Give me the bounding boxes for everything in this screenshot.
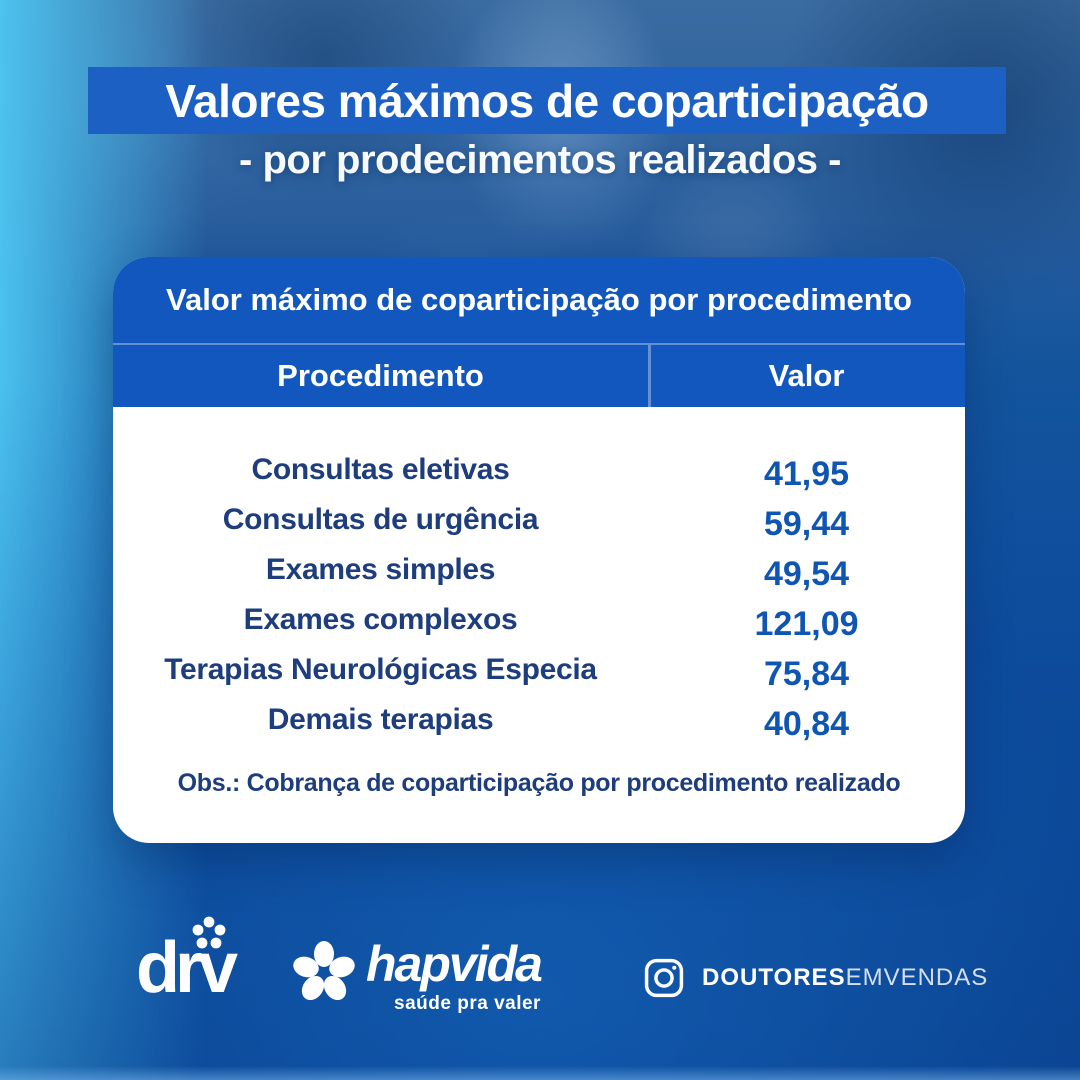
footer: drv hapvida saúde pra valer DOUTORESEMVE… bbox=[0, 900, 1080, 1080]
table-row: Terapias Neurológicas Especia 75,84 bbox=[113, 645, 965, 695]
note-text: Obs.: Cobrança de coparticipação por pro… bbox=[177, 769, 901, 797]
card-title: Valor máximo de coparticipação por proce… bbox=[113, 257, 965, 345]
page-subtitle: - por prodecimentos realizados - bbox=[239, 138, 841, 182]
copay-table-card: Valor máximo de coparticipação por proce… bbox=[113, 257, 965, 843]
instagram-handle-text: DOUTORESEMVENDAS bbox=[702, 964, 988, 992]
hapvida-flower-icon bbox=[293, 941, 355, 1001]
column-header-valor: Valor bbox=[768, 358, 845, 393]
procedure-name: Exames simples bbox=[265, 553, 496, 586]
instagram-icon bbox=[644, 958, 684, 998]
procedure-value: 40,84 bbox=[763, 704, 850, 743]
procedure-name: Consultas de urgência bbox=[222, 503, 539, 536]
procedure-value: 41,95 bbox=[763, 454, 850, 493]
page-title: Valores máximos de coparticipação bbox=[165, 74, 929, 127]
procedure-value: 59,44 bbox=[763, 504, 850, 543]
procedure-name: Terapias Neurológicas Especia bbox=[164, 653, 597, 686]
table-row: Exames complexos 121,09 bbox=[113, 595, 965, 645]
table-row: Demais terapias 40,84 bbox=[113, 695, 965, 745]
title-banner: Valores máximos de coparticipação bbox=[88, 67, 1006, 134]
instagram-handle: DOUTORESEMVENDAS bbox=[642, 956, 988, 1000]
column-divider bbox=[648, 345, 652, 407]
table-row: Exames simples 49,54 bbox=[113, 545, 965, 595]
procedure-name: Demais terapias bbox=[267, 703, 494, 736]
hapvida-logo: hapvida saúde pra valer bbox=[292, 936, 543, 1015]
instagram-handle-bold: DOUTORES bbox=[702, 964, 846, 991]
drv-logo: drv bbox=[136, 916, 238, 1004]
procedure-value: 75,84 bbox=[763, 654, 850, 693]
table-column-headers: Procedimento Valor bbox=[113, 345, 965, 407]
table-row: Consultas eletivas 41,95 bbox=[113, 445, 965, 495]
instagram-handle-light: EMVENDAS bbox=[845, 964, 989, 991]
hapvida-wordmark: hapvida bbox=[366, 936, 543, 992]
drv-flower-icon bbox=[192, 916, 226, 949]
procedure-name: Exames complexos bbox=[243, 603, 518, 636]
hapvida-tagline: saúde pra valer bbox=[394, 992, 541, 1014]
table-row: Consultas de urgência 59,44 bbox=[113, 495, 965, 545]
procedure-name: Consultas eletivas bbox=[251, 453, 510, 486]
procedure-value: 49,54 bbox=[763, 554, 850, 593]
procedure-value: 121,09 bbox=[754, 604, 859, 643]
bottom-edge-glow bbox=[0, 1066, 1080, 1080]
column-header-procedimento: Procedimento bbox=[277, 358, 484, 393]
table-body: Consultas eletivas 41,95 Consultas de ur… bbox=[113, 407, 965, 745]
